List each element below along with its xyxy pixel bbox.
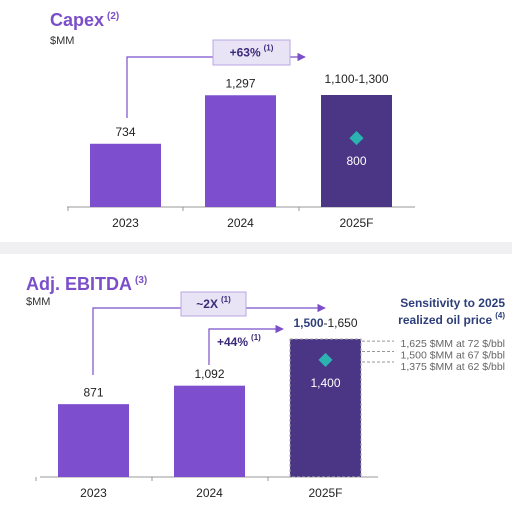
title-note: (2) bbox=[107, 11, 119, 22]
category-label: 2023 bbox=[112, 216, 139, 230]
category-label: 2024 bbox=[196, 486, 223, 500]
subtitle: $MM bbox=[26, 296, 50, 308]
annotation-text: +44% bbox=[217, 335, 248, 349]
bar bbox=[174, 385, 245, 477]
sensitivity-title-line: Sensitivity to 2025 bbox=[400, 296, 505, 310]
bar bbox=[90, 143, 161, 207]
annotation-text: ~2X bbox=[196, 297, 218, 311]
annotation-text: +63% bbox=[230, 46, 261, 60]
sensitivity-note: (4) bbox=[495, 311, 505, 320]
bar bbox=[58, 404, 129, 477]
chart-title: Adj. EBITDA (3) bbox=[26, 274, 147, 294]
annotation: +63% (1) bbox=[230, 44, 274, 60]
sensitivity-item: 1,375 $MM at 62 $/bbl bbox=[401, 361, 505, 373]
value-label: 734 bbox=[115, 125, 135, 139]
annotation: +44% (1) bbox=[217, 333, 261, 349]
marker-label: 1,400 bbox=[310, 376, 340, 390]
annotation-note: (1) bbox=[221, 295, 231, 304]
annotation-box bbox=[180, 291, 247, 317]
category-label: 2025F bbox=[339, 216, 373, 230]
marker bbox=[318, 352, 333, 367]
range-label: 1,500-1,650 bbox=[293, 316, 357, 330]
sensitivity-item: 1,625 $MM at 72 $/bbl bbox=[401, 338, 505, 350]
category-label: 2025F bbox=[308, 486, 342, 500]
annotation-box bbox=[212, 39, 291, 66]
title-text: Adj. EBITDA bbox=[26, 274, 132, 294]
chart-title: Capex (2) bbox=[50, 10, 119, 30]
sensitivity-title: realized oil price (4) bbox=[398, 311, 505, 327]
subtitle: $MM bbox=[50, 35, 74, 47]
sensitivity-item: 1,500 $MM at 67 $/bbl bbox=[401, 349, 505, 361]
value-label: 1,297 bbox=[225, 76, 255, 90]
value-label: 871 bbox=[83, 385, 103, 399]
forecast-bar bbox=[321, 95, 392, 207]
separator bbox=[0, 242, 512, 254]
marker-label: 800 bbox=[346, 154, 366, 168]
connector bbox=[208, 324, 284, 365]
marker bbox=[349, 131, 364, 146]
connector bbox=[92, 308, 325, 375]
annotation: ~2X (1) bbox=[196, 295, 231, 311]
category-label: 2023 bbox=[80, 486, 107, 500]
range-low: 1,500 bbox=[293, 316, 323, 330]
sensitivity-title-line: realized oil price bbox=[398, 313, 492, 327]
annotation-note: (1) bbox=[264, 44, 274, 53]
annotation-note: (1) bbox=[251, 333, 261, 342]
sensitivity-title: Sensitivity to 2025 bbox=[400, 296, 505, 310]
range-label: 1,100-1,300 bbox=[324, 72, 388, 86]
title-note: (3) bbox=[135, 275, 147, 286]
range-high: -1,650 bbox=[324, 316, 358, 330]
connector bbox=[126, 57, 305, 118]
category-label: 2024 bbox=[227, 216, 254, 230]
bar bbox=[205, 95, 276, 207]
value-label: 1,092 bbox=[194, 367, 224, 381]
title-text: Capex bbox=[50, 10, 104, 30]
